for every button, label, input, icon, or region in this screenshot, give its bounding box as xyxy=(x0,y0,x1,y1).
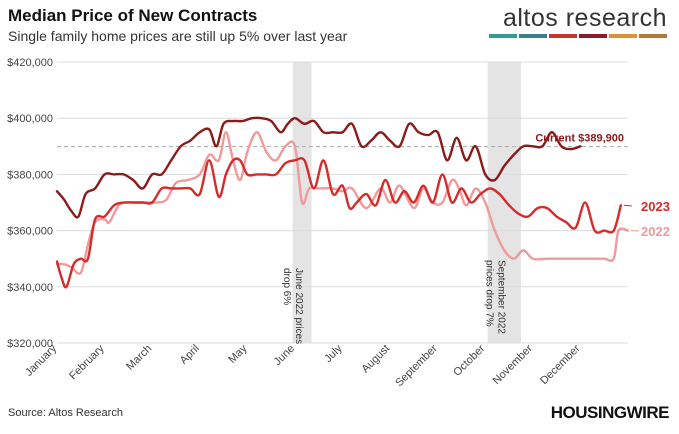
source-note: Source: Altos Research xyxy=(8,407,123,419)
x-axis-labels: January February March April May June July Augu… xyxy=(23,342,583,389)
y-tick-label: $380,000 xyxy=(7,169,53,181)
brand-bar-segment xyxy=(519,34,547,38)
shaded-region-label: June 2022 pricesdrop 6% xyxy=(281,268,304,344)
altos-research-logo: altos research xyxy=(489,4,667,38)
series-end-labels: 2022 2023 xyxy=(623,199,670,239)
series-end-label: 2023 xyxy=(641,199,670,214)
y-tick-label: $360,000 xyxy=(7,226,53,238)
brand-bar-segment xyxy=(549,34,577,38)
chart-subtitle: Single family home prices are still up 5… xyxy=(8,28,348,44)
shaded-region-annotations: June 2022 pricesdrop 6% September 2022pri… xyxy=(281,260,506,344)
x-tick-label: November xyxy=(491,342,536,387)
y-tick-label: $400,000 xyxy=(7,113,53,125)
x-tick-label: April xyxy=(178,343,202,367)
y-axis-labels: $320,000 $340,000 $360,000 $380,000 $400,000… xyxy=(7,57,53,350)
series-line xyxy=(55,156,623,289)
shaded-region-label: September 2022prices drop 7% xyxy=(483,260,506,334)
chart-title: Median Price of New Contracts xyxy=(8,6,258,25)
brand-bar-segment xyxy=(489,34,517,38)
y-tick-label: $420,000 xyxy=(7,57,53,69)
brand-bar-segment xyxy=(579,34,607,38)
housingwire-logo: HOUSINGWIRE xyxy=(550,403,670,422)
series-end-label: 2022 xyxy=(641,224,670,239)
x-tick-label: June xyxy=(272,343,297,368)
reference-line-group: Current $389,900 xyxy=(57,133,628,148)
x-tick-label: December xyxy=(538,342,583,387)
x-tick-label: May xyxy=(226,342,250,366)
brand-bar-segment xyxy=(609,34,637,38)
x-tick-label: October xyxy=(451,342,487,378)
series-lines xyxy=(55,116,630,289)
x-tick-label: September xyxy=(393,342,440,389)
x-tick-label: February xyxy=(67,342,107,382)
y-tick-label: $340,000 xyxy=(7,282,53,294)
y-tick-label: $320,000 xyxy=(7,338,53,350)
series-line xyxy=(55,116,582,219)
x-tick-label: July xyxy=(322,342,345,365)
brand-name: altos research xyxy=(502,4,667,32)
x-tick-label: August xyxy=(360,343,393,376)
shaded-region xyxy=(487,62,521,343)
brand-bar-segment xyxy=(639,34,667,38)
series-label-connector xyxy=(623,204,632,207)
brand-color-bar xyxy=(489,34,667,38)
x-tick-label: March xyxy=(124,343,154,373)
